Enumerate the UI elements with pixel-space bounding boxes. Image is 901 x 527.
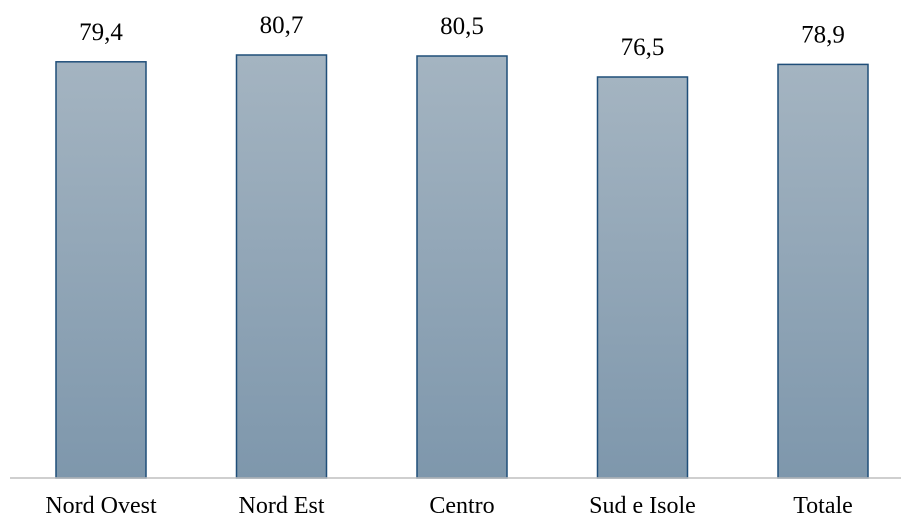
bar-nord-ovest [56,62,146,478]
category-label: Centro [429,493,494,519]
category-label: Sud e Isole [589,493,696,519]
data-label: 78,9 [801,21,845,48]
data-labels: 79,4 80,7 80,5 76,5 78,9 [79,12,845,61]
bar-centro [417,56,507,478]
bar-nord-est [237,55,327,478]
bar-totale [778,64,868,478]
data-label: 76,5 [621,34,665,61]
category-labels: Nord Ovest Nord Est Centro Sud e Isole Total… [45,493,852,519]
category-label: Nord Ovest [45,493,157,519]
category-label: Totale [793,493,853,519]
category-label: Nord Est [239,493,325,519]
data-label: 80,5 [440,13,484,40]
data-label: 79,4 [79,19,123,46]
data-label: 80,7 [260,12,304,39]
bar-sud-e-isole [598,77,688,478]
bars [56,55,868,478]
